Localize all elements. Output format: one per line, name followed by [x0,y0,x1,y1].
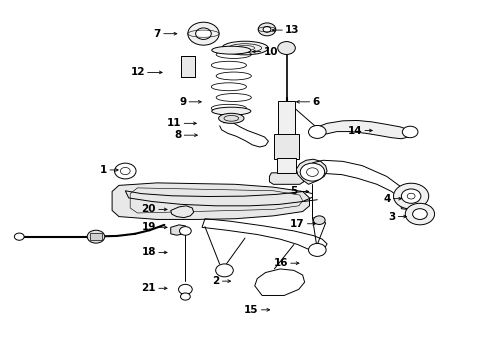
Text: 8: 8 [174,130,181,140]
Text: 12: 12 [130,67,145,77]
Circle shape [188,22,219,45]
Circle shape [401,189,421,203]
Polygon shape [112,183,310,220]
Text: 6: 6 [313,97,319,107]
Circle shape [300,163,325,181]
Text: 17: 17 [290,219,305,229]
Circle shape [309,126,326,138]
Circle shape [278,41,295,54]
Text: 2: 2 [212,276,220,286]
Text: 11: 11 [167,118,181,128]
Text: 4: 4 [383,194,391,204]
Text: 13: 13 [285,25,299,35]
Ellipse shape [212,107,251,115]
Circle shape [263,27,271,32]
Circle shape [14,233,24,240]
Bar [90,233,102,240]
Circle shape [413,209,427,220]
Bar [274,134,299,159]
Ellipse shape [212,46,251,54]
Ellipse shape [219,113,244,123]
Text: 14: 14 [347,126,362,135]
Circle shape [258,23,276,36]
Bar [277,158,296,173]
Circle shape [393,183,429,209]
Text: 20: 20 [142,204,156,215]
Text: 21: 21 [142,283,156,293]
Circle shape [180,293,190,300]
Polygon shape [171,206,194,218]
Text: 9: 9 [179,97,186,107]
Circle shape [178,284,192,294]
Circle shape [402,126,418,138]
Text: 7: 7 [153,29,161,39]
Bar [278,101,295,148]
Text: 18: 18 [142,247,156,257]
Bar [180,56,195,77]
Text: 15: 15 [244,305,259,315]
Text: 16: 16 [273,258,288,268]
Text: 10: 10 [264,46,278,57]
Circle shape [115,163,136,179]
Circle shape [309,243,326,256]
Circle shape [405,203,435,225]
Circle shape [216,264,233,277]
Text: 3: 3 [388,212,395,221]
Text: 5: 5 [291,186,298,197]
Circle shape [196,28,211,40]
Circle shape [179,226,191,235]
Ellipse shape [222,41,268,55]
Polygon shape [318,121,411,139]
Text: 19: 19 [142,222,156,232]
Circle shape [87,230,105,243]
Polygon shape [296,159,327,184]
Polygon shape [270,173,304,184]
Text: 1: 1 [100,165,107,175]
Polygon shape [171,225,187,235]
Circle shape [314,216,325,225]
